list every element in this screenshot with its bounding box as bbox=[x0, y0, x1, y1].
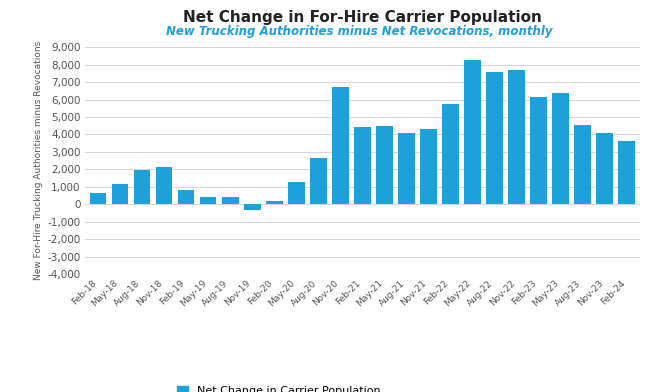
Bar bbox=[200, 196, 217, 205]
Bar bbox=[530, 97, 547, 205]
Bar bbox=[552, 93, 569, 205]
Bar bbox=[156, 167, 172, 205]
Text: New Trucking Authorities minus Net Revocations, monthly: New Trucking Authorities minus Net Revoc… bbox=[166, 25, 552, 38]
Bar bbox=[486, 71, 503, 205]
Bar bbox=[112, 184, 129, 205]
Bar bbox=[376, 126, 392, 205]
Legend: Net Change in Carrier Population: Net Change in Carrier Population bbox=[173, 381, 385, 392]
Bar bbox=[575, 125, 591, 205]
Bar bbox=[398, 133, 415, 205]
Bar bbox=[464, 60, 481, 205]
Bar bbox=[421, 129, 437, 205]
Bar bbox=[332, 87, 349, 205]
Bar bbox=[508, 70, 525, 205]
Bar bbox=[134, 171, 150, 205]
Bar bbox=[90, 193, 106, 205]
Bar bbox=[596, 133, 613, 205]
Bar bbox=[244, 205, 261, 210]
Bar bbox=[222, 196, 238, 205]
Bar bbox=[266, 201, 283, 205]
Bar bbox=[618, 142, 635, 205]
Title: Net Change in For-Hire Carrier Population: Net Change in For-Hire Carrier Populatio… bbox=[183, 10, 542, 25]
Bar bbox=[442, 104, 459, 205]
Bar bbox=[288, 182, 304, 205]
Bar bbox=[354, 127, 371, 205]
Bar bbox=[178, 191, 195, 205]
Bar bbox=[310, 158, 326, 205]
Y-axis label: New For-Hire Trucking Authorities minus Revocations: New For-Hire Trucking Authorities minus … bbox=[35, 41, 43, 280]
